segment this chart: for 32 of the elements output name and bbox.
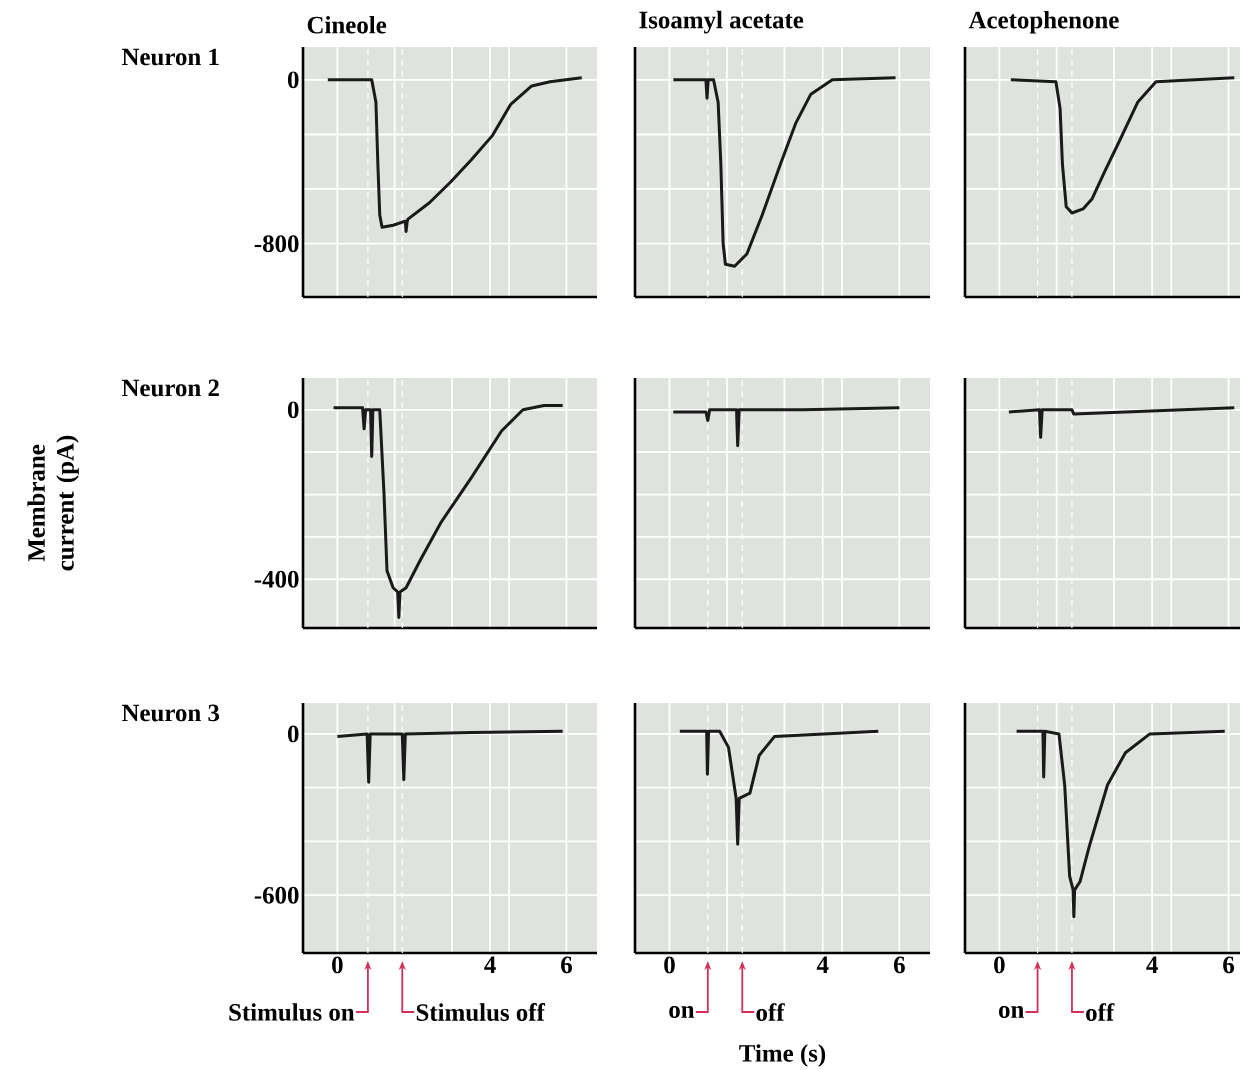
x-tick-label: 0	[664, 956, 675, 974]
ref-line-label: on	[999, 1006, 1024, 1019]
ref-line-label: Stimulus on	[229, 1003, 355, 1021]
x-tick-label: 0	[332, 956, 343, 974]
y-tick-label: 0	[287, 401, 299, 419]
ref-line-label: Stimulus off	[416, 1003, 546, 1021]
x-axis-title: Time (s)	[739, 1044, 826, 1067]
x-tick-label: 4	[1146, 956, 1158, 973]
y-tick-label: 0	[287, 71, 299, 89]
x-tick-label: 6	[893, 956, 905, 974]
chart-title: Cineole	[307, 15, 387, 34]
x-tick-label: 4	[816, 956, 829, 973]
chart-title: Isoamyl acetate	[639, 10, 804, 34]
ref-line-label: on	[669, 1006, 695, 1019]
x-tick-label: 0	[994, 956, 1005, 974]
text: Neuron 1	[121, 48, 219, 66]
text: Neuron 3	[121, 704, 220, 722]
y-tick-label: 0	[287, 725, 299, 743]
ref-line-label: off	[1086, 1003, 1115, 1021]
x-tick-label: 4	[484, 956, 496, 973]
line-series	[335, 729, 565, 784]
y-tick-label: -800	[254, 235, 299, 253]
chart-title: Acetophenone	[968, 10, 1119, 34]
text: Neuron 2	[121, 379, 219, 397]
ref-line-label: off	[756, 1003, 785, 1021]
x-tick-label: 6	[561, 956, 572, 974]
y-tick-label: -600	[254, 886, 299, 904]
y-tick-label: -400	[254, 570, 299, 588]
line-series	[326, 76, 584, 233]
x-tick-label: 6	[1223, 956, 1235, 974]
y-axis-title: Membrane current (pA)	[27, 435, 79, 571]
line-series	[332, 404, 565, 619]
